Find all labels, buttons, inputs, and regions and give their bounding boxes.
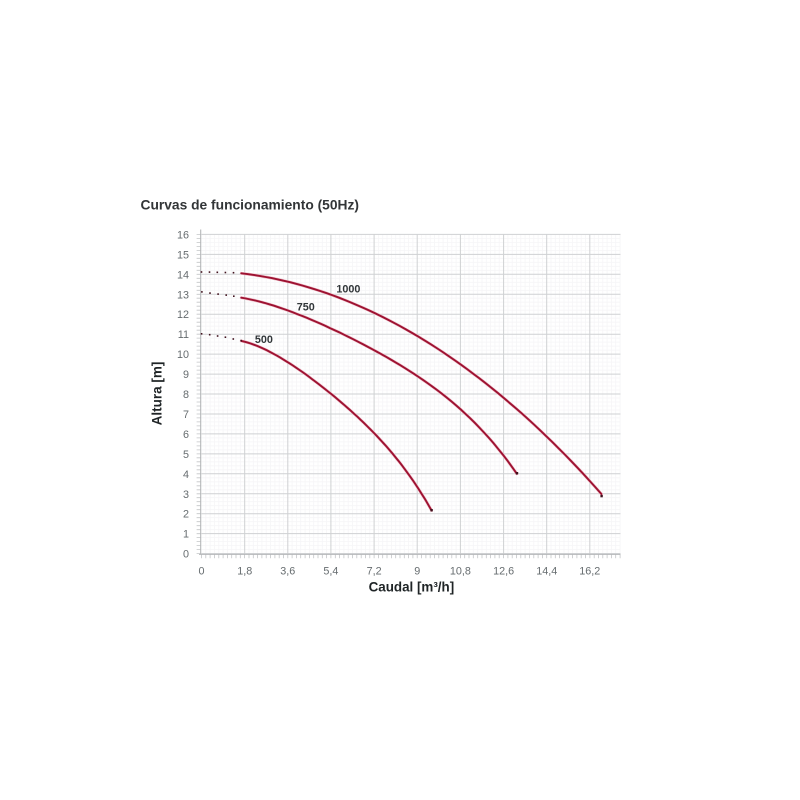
svg-text:14,4: 14,4 [536, 566, 557, 578]
svg-text:3,6: 3,6 [280, 566, 295, 578]
svg-text:8: 8 [183, 389, 189, 401]
svg-text:16,2: 16,2 [579, 566, 600, 578]
svg-text:Caudal [m³/h]: Caudal [m³/h] [369, 579, 455, 594]
svg-text:14: 14 [177, 269, 189, 281]
svg-text:1000: 1000 [336, 284, 360, 296]
svg-text:1: 1 [183, 529, 189, 541]
svg-text:3: 3 [183, 489, 189, 501]
svg-text:10: 10 [177, 349, 189, 361]
svg-text:12,6: 12,6 [493, 566, 514, 578]
svg-text:10,8: 10,8 [450, 566, 471, 578]
svg-text:Altura [m]: Altura [m] [149, 362, 164, 426]
svg-text:6: 6 [183, 429, 189, 441]
svg-text:15: 15 [177, 249, 189, 261]
svg-text:4: 4 [183, 469, 189, 481]
svg-text:5: 5 [183, 449, 189, 461]
svg-text:0: 0 [183, 549, 189, 561]
svg-text:Curvas de funcionamiento (50Hz: Curvas de funcionamiento (50Hz) [141, 198, 360, 213]
svg-text:500: 500 [255, 334, 273, 346]
svg-text:11: 11 [178, 329, 189, 341]
svg-text:13: 13 [177, 289, 189, 301]
svg-text:12: 12 [177, 309, 189, 321]
svg-text:2: 2 [183, 509, 189, 521]
svg-text:9: 9 [183, 369, 189, 381]
svg-text:0: 0 [198, 566, 204, 578]
svg-text:1,8: 1,8 [237, 566, 252, 578]
svg-text:7: 7 [183, 409, 189, 421]
svg-text:750: 750 [297, 302, 315, 314]
svg-text:5,4: 5,4 [323, 566, 338, 578]
svg-text:16: 16 [177, 229, 189, 241]
svg-text:9: 9 [414, 566, 420, 578]
svg-text:7,2: 7,2 [367, 566, 382, 578]
